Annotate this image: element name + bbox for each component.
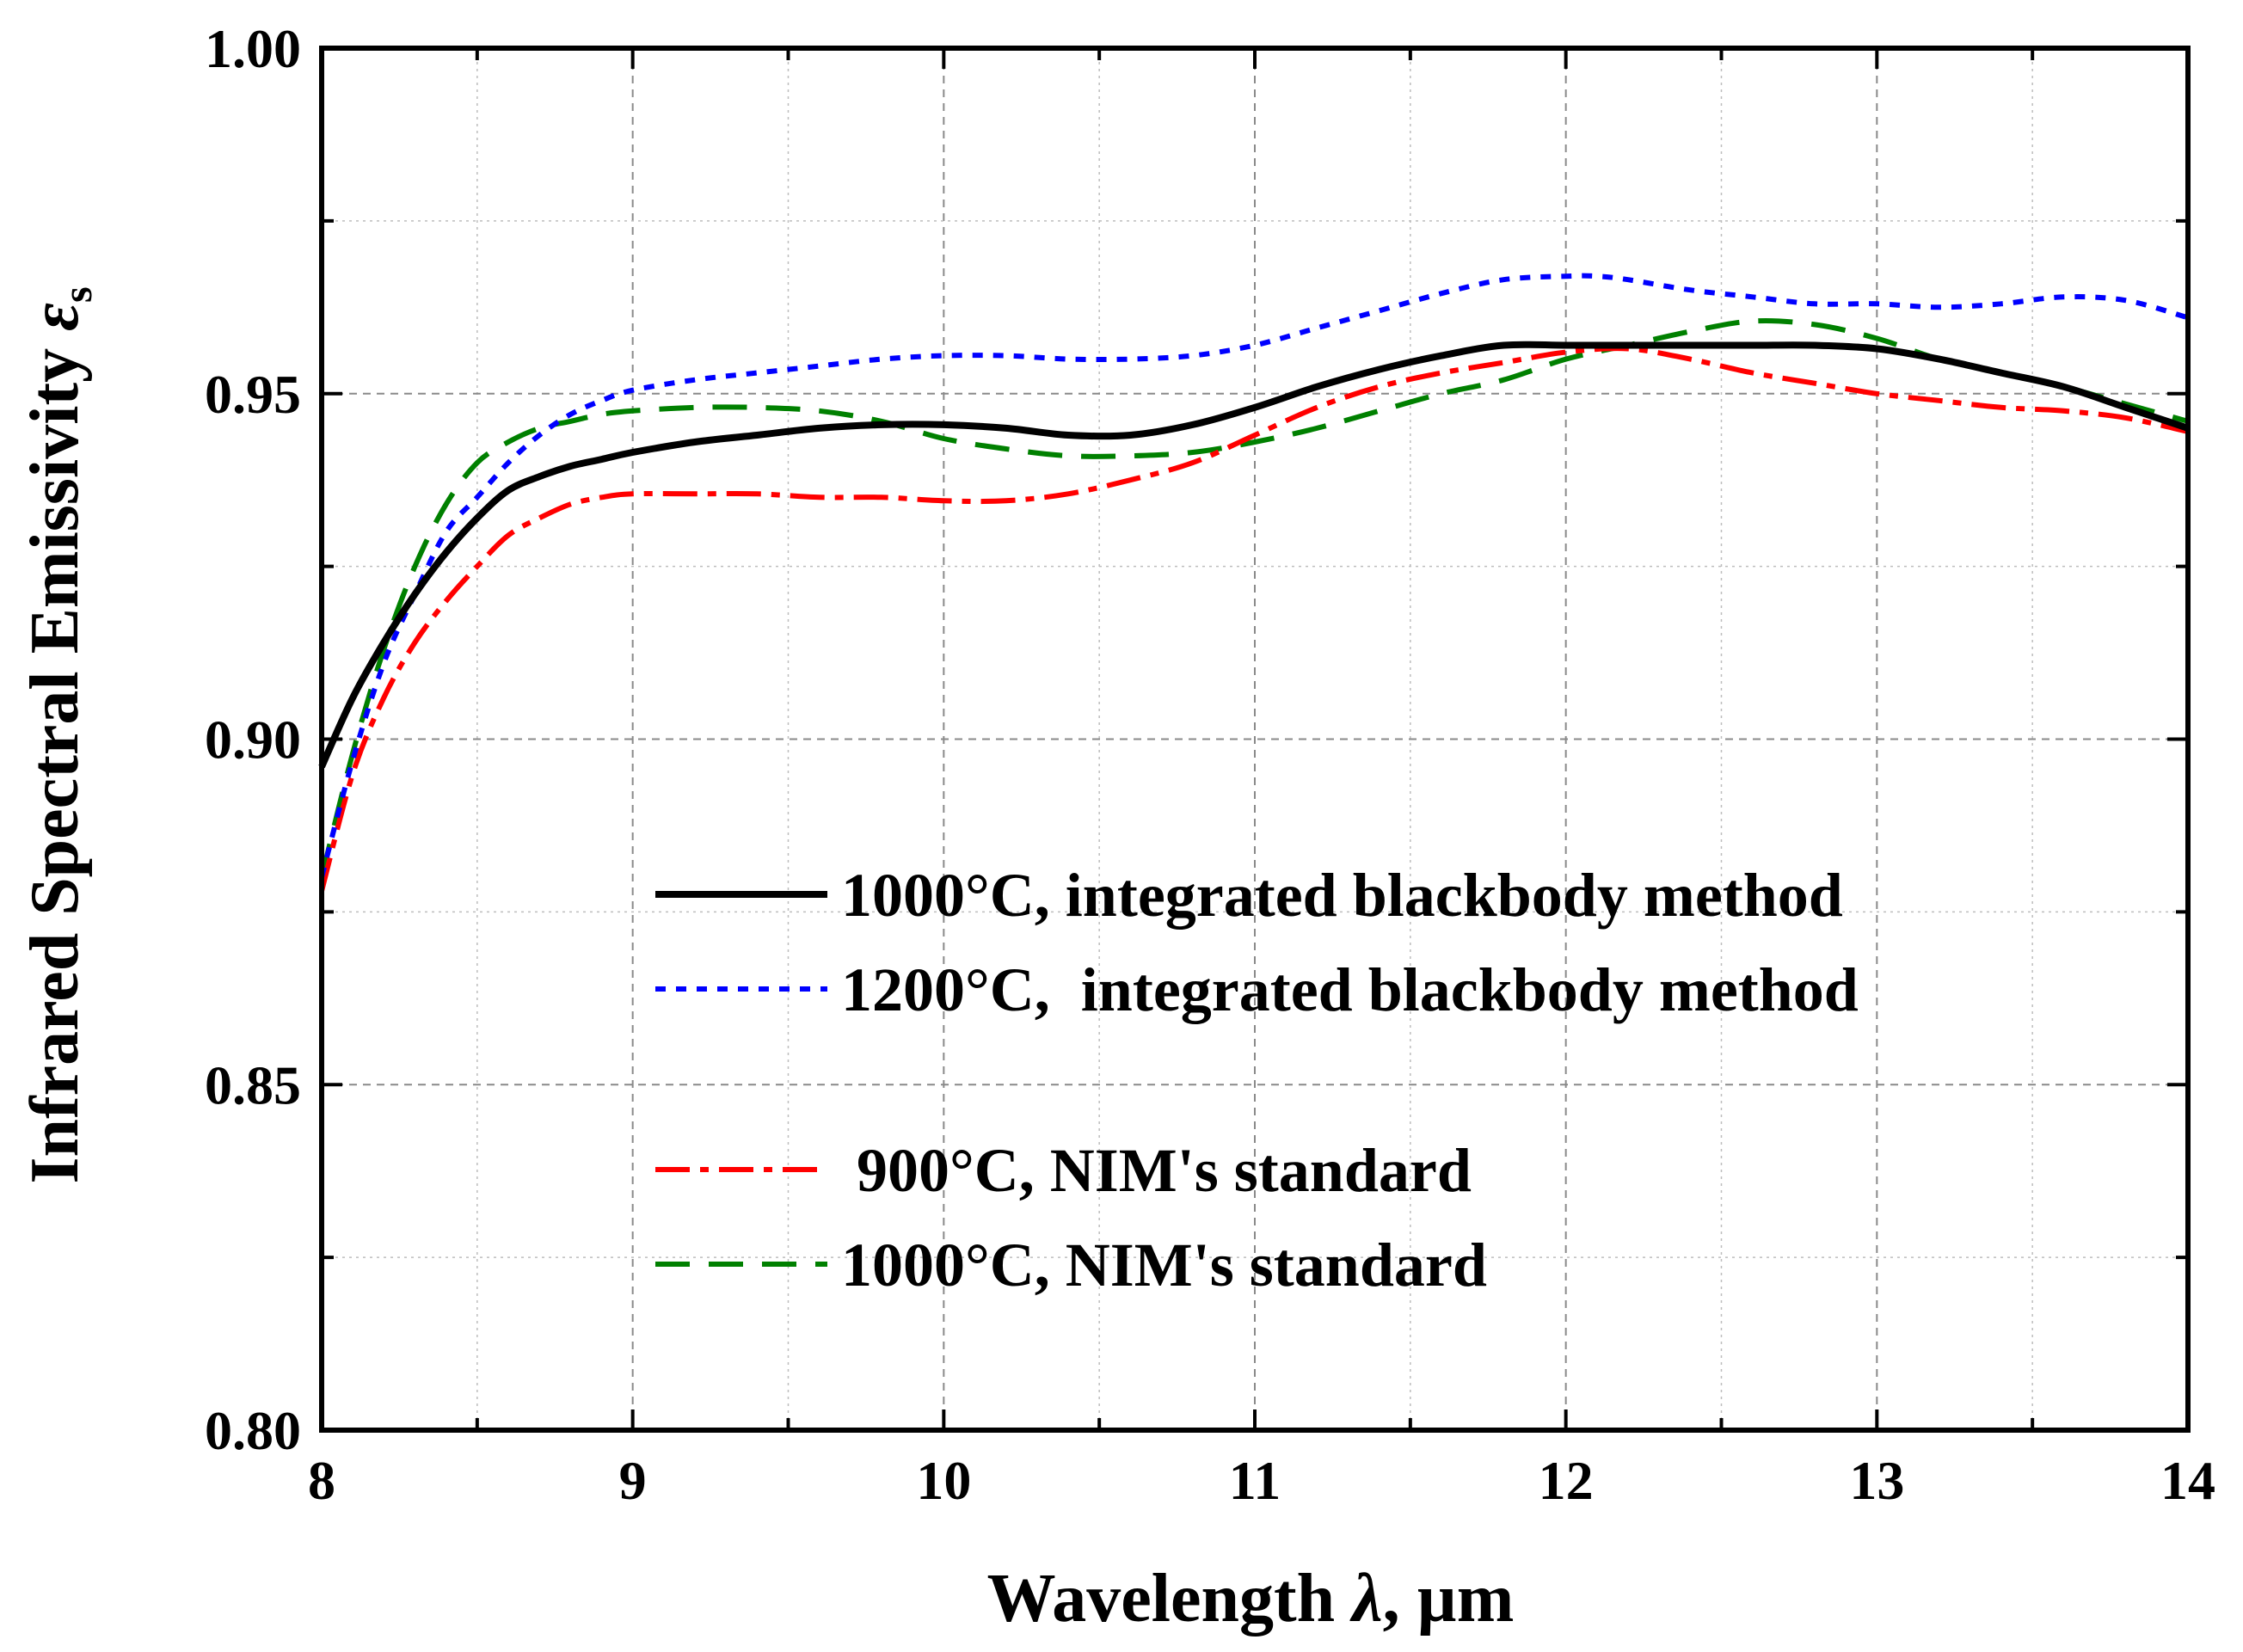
y-tick-label: 0.90 [205, 709, 301, 771]
legend-label: 1000°C, integrated blackbody method [841, 861, 1843, 930]
x-tick-label: 14 [2160, 1450, 2215, 1511]
y-tick-label: 0.95 [205, 364, 301, 425]
x-tick-label: 12 [1539, 1450, 1594, 1511]
series-line-1 [319, 273, 2189, 878]
y-tick-label: 1.00 [205, 18, 301, 79]
y-tick-label: 0.85 [205, 1054, 301, 1115]
data-series [318, 273, 2190, 893]
grid-lines [322, 48, 2188, 1430]
legend-label: 900°C, NIM's standard [841, 1136, 1472, 1205]
x-axis-label: Wavelength λ, µm [987, 1561, 1515, 1637]
legend-label: 1000°C, NIM's standard [841, 1231, 1487, 1299]
legend-label: 1200°C, integrated blackbody method [841, 955, 1859, 1024]
series-line-3 [319, 317, 2189, 878]
x-tick-label: 8 [308, 1450, 335, 1511]
axis-ticks [320, 46, 2190, 1432]
x-tick-label: 9 [619, 1450, 647, 1511]
x-tick-label: 11 [1229, 1450, 1281, 1511]
legend: 1000°C, integrated blackbody method 1200°… [655, 861, 1859, 1299]
series-line-0 [318, 341, 2190, 769]
y-tick-label: 0.80 [205, 1400, 301, 1461]
series-line-2 [319, 346, 2189, 893]
tick-labels: 8 9 10 11 12 13 14 0.80 0.85 0.90 0.95 1.00 [205, 18, 2215, 1511]
y-axis-label: Infrared Spectral Emissivity εs [17, 286, 101, 1183]
x-tick-label: 10 [916, 1450, 971, 1511]
x-tick-label: 13 [1849, 1450, 1904, 1511]
